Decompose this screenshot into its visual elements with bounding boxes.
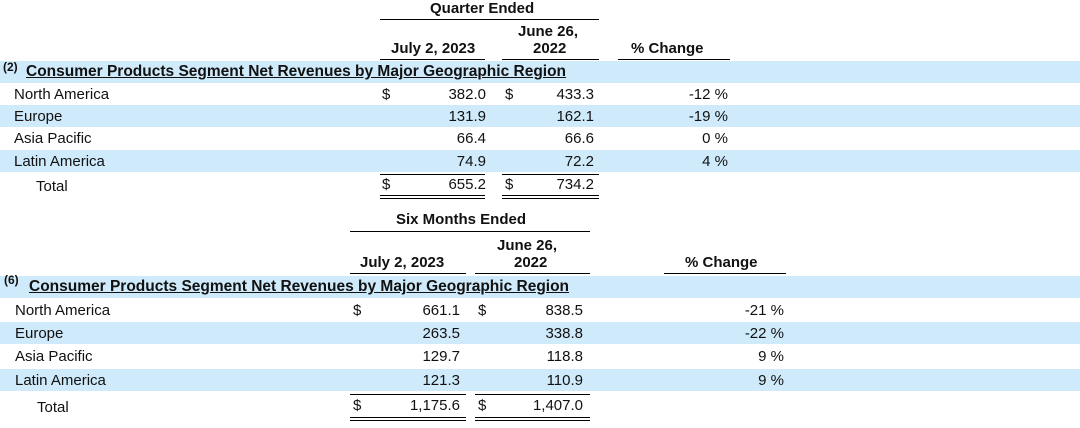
double-underline (502, 198, 599, 199)
region-label: Europe (14, 108, 63, 125)
total-2023: 1,175.6 (409, 397, 460, 414)
band (0, 105, 1080, 127)
divider (618, 59, 730, 60)
value-2022: 118.8 (546, 348, 583, 365)
value-2023: 263.5 (422, 325, 460, 342)
double-underline (350, 420, 466, 421)
percent-change: 9 % (758, 348, 784, 365)
percent-change: 0 % (702, 130, 728, 147)
double-underline (475, 417, 590, 418)
double-underline (475, 420, 590, 421)
band (0, 276, 1080, 298)
double-underline (380, 195, 485, 196)
value-2022: 838.5 (545, 302, 583, 319)
double-underline (380, 198, 485, 199)
divider (502, 174, 599, 175)
region-label: North America (14, 86, 110, 103)
total-2023: 655.2 (448, 176, 486, 193)
percent-change: 4 % (702, 153, 728, 170)
percent-change: 9 % (758, 372, 784, 389)
total-2022: 734.2 (556, 176, 594, 193)
total-label: Total (37, 399, 69, 416)
divider (380, 174, 485, 175)
band (0, 150, 1080, 172)
currency-symbol: $ (382, 86, 391, 103)
value-2022: 433.3 (556, 86, 594, 103)
divider (475, 273, 590, 274)
value-2022: 72.2 (564, 153, 594, 170)
divider (380, 19, 599, 20)
footnote-marker: (6) (4, 273, 19, 287)
currency-symbol: $ (478, 302, 487, 319)
footnote-marker: (2) (3, 60, 18, 74)
value-2022: 162.1 (556, 108, 594, 125)
total-label: Total (36, 178, 68, 195)
region-label: Europe (15, 325, 64, 342)
currency-symbol: $ (478, 397, 487, 414)
value-2022: 338.8 (545, 325, 583, 342)
six-col2-header-line1: June 26, (497, 237, 558, 254)
currency-symbol: $ (505, 86, 514, 103)
currency-symbol: $ (353, 302, 362, 319)
percent-change: -21 % (744, 302, 784, 319)
region-label: Asia Pacific (15, 348, 93, 365)
percent-change: -12 % (688, 86, 728, 103)
region-label: North America (15, 302, 111, 319)
quarter-col2-header-line2: 2022 (533, 40, 567, 57)
divider (350, 273, 466, 274)
value-2023: 131.9 (448, 108, 486, 125)
region-label: Latin America (14, 153, 105, 170)
quarter-period-label: Quarter Ended (430, 0, 535, 17)
band (0, 61, 1080, 83)
region-label: Latin America (15, 372, 106, 389)
divider (350, 231, 590, 232)
quarter-col1-header: July 2, 2023 (391, 40, 476, 57)
currency-symbol: $ (505, 176, 514, 193)
divider (502, 59, 599, 60)
value-2022: 66.6 (564, 130, 594, 147)
divider (350, 394, 466, 395)
six-change-header: % Change (685, 254, 758, 271)
band (0, 369, 1080, 391)
value-2023: 74.9 (456, 153, 486, 170)
double-underline (502, 195, 599, 196)
divider (380, 59, 485, 60)
currency-symbol: $ (353, 397, 362, 414)
double-underline (350, 417, 466, 418)
value-2023: 66.4 (456, 130, 486, 147)
quarter-col2-header-line1: June 26, (518, 23, 579, 40)
six-col2-header-line2: 2022 (514, 254, 548, 271)
percent-change: -19 % (688, 108, 728, 125)
value-2023: 661.1 (422, 302, 460, 319)
value-2023: 121.3 (422, 372, 460, 389)
value-2022: 110.9 (546, 372, 583, 389)
value-2023: 129.7 (422, 348, 460, 365)
percent-change: -22 % (744, 325, 784, 342)
currency-symbol: $ (382, 176, 391, 193)
divider (664, 273, 786, 274)
total-2022: 1,407.0 (532, 397, 583, 414)
value-2023: 382.0 (448, 86, 486, 103)
segment-title: Consumer Products Segment Net Revenues b… (26, 63, 567, 80)
six-col1-header: July 2, 2023 (360, 254, 445, 271)
segment-title: Consumer Products Segment Net Revenues b… (29, 278, 570, 295)
quarter-change-header: % Change (631, 40, 704, 57)
divider (475, 394, 590, 395)
region-label: Asia Pacific (14, 130, 92, 147)
band (0, 322, 1080, 344)
six-months-period-label: Six Months Ended (396, 211, 527, 228)
